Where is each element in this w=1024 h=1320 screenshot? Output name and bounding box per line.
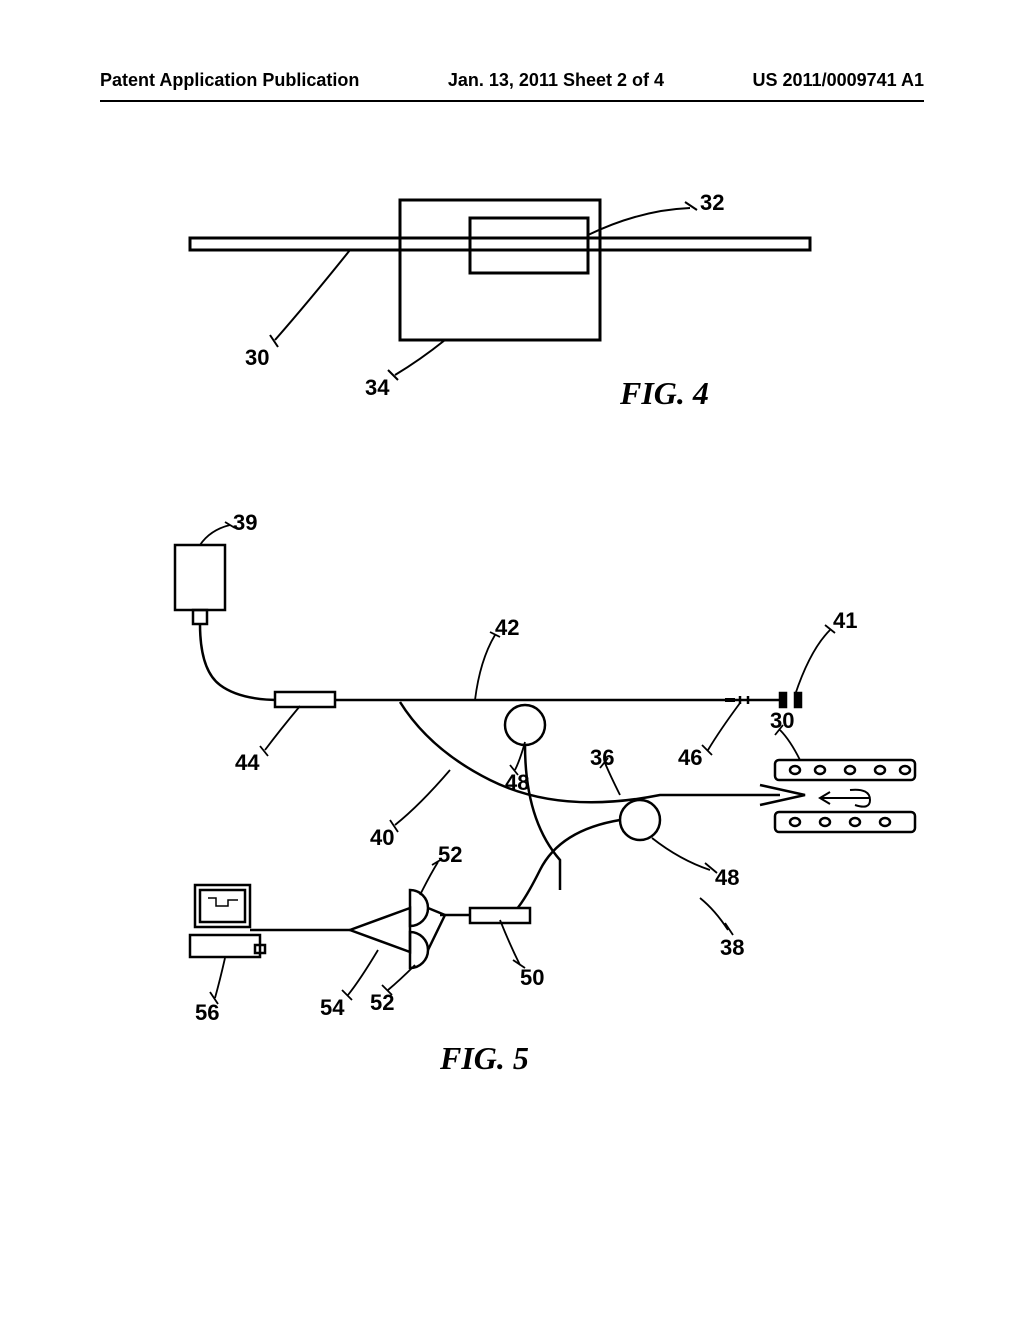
fig4-svg [0,180,1024,460]
figure-4: 32 30 34 FIG. 4 [0,180,1024,460]
ref-38: 38 [720,935,744,961]
fig5-label: FIG. 5 [440,1040,529,1077]
ref-56: 56 [195,1000,219,1026]
ref-52a: 52 [438,842,462,868]
ref-36: 36 [590,745,614,771]
ref-42: 42 [495,615,519,641]
ref-30b: 30 [770,708,794,734]
figure-5: 39 42 41 44 48 36 46 30 40 48 52 52 54 5… [0,520,1024,1120]
ref-48a: 48 [505,770,529,796]
ref-44: 44 [235,750,259,776]
page-header: Patent Application Publication Jan. 13, … [0,70,1024,91]
ref-41: 41 [833,608,857,634]
header-left: Patent Application Publication [100,70,359,91]
ref-34: 34 [365,375,389,401]
ref-40: 40 [370,825,394,851]
ref-54: 54 [320,995,344,1021]
ref-30: 30 [245,345,269,371]
fig5-svg [0,520,1024,1120]
fig4-label: FIG. 4 [620,375,709,412]
ref-32: 32 [700,190,724,216]
ref-46: 46 [678,745,702,771]
ref-39: 39 [233,510,257,536]
ref-50: 50 [520,965,544,991]
ref-52b: 52 [370,990,394,1016]
header-right: US 2011/0009741 A1 [753,70,924,91]
header-center: Jan. 13, 2011 Sheet 2 of 4 [448,70,664,91]
ref-48b: 48 [715,865,739,891]
header-divider [100,100,924,102]
